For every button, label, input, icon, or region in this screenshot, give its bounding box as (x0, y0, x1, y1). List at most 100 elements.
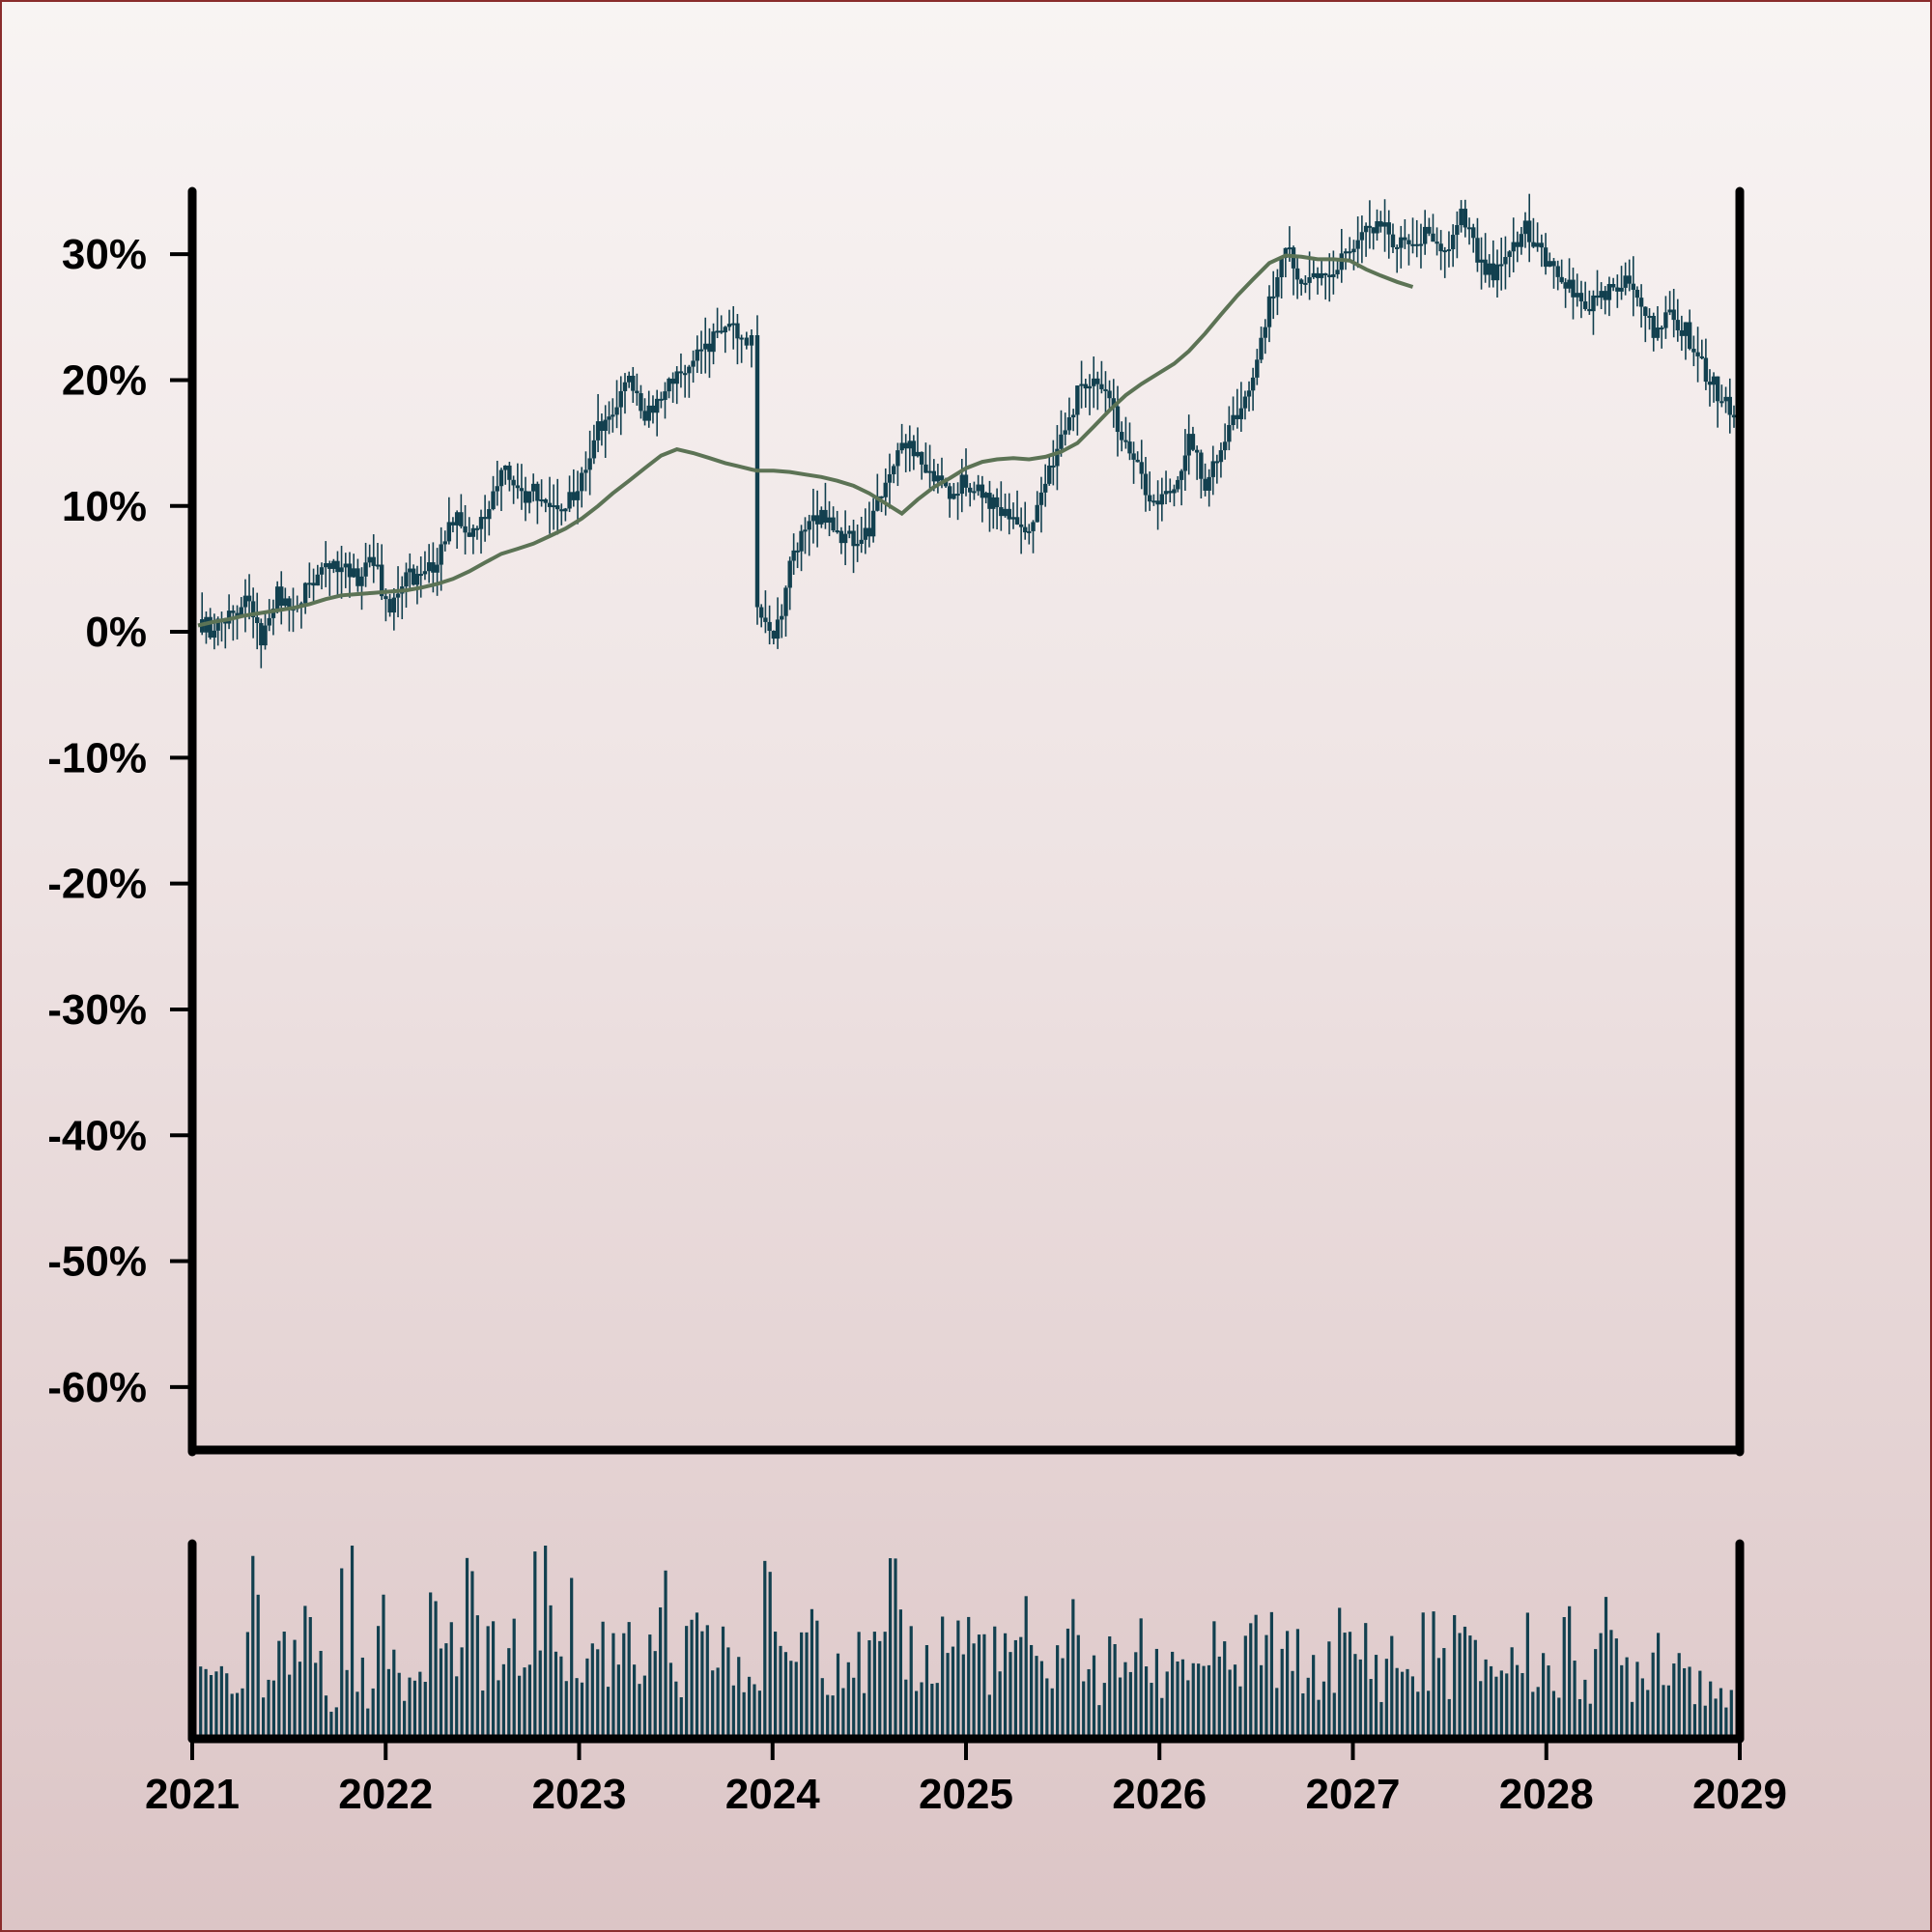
candle-body (1471, 227, 1476, 239)
candle-body (1027, 530, 1032, 533)
volume-bar (648, 1634, 652, 1735)
candle-body (439, 544, 443, 565)
candle-body (1655, 327, 1661, 338)
volume-bar (423, 1682, 427, 1735)
candle-body (719, 330, 724, 333)
volume-bar (1039, 1661, 1044, 1735)
volume-bar (1118, 1677, 1122, 1735)
candle-body (507, 465, 512, 480)
candle-body (1691, 349, 1696, 353)
volume-bar (747, 1676, 752, 1735)
candle-body (999, 507, 1004, 517)
volume-bar (894, 1558, 897, 1735)
volume-bar (1400, 1671, 1405, 1735)
volume-bar (1128, 1671, 1132, 1735)
candle-body (1663, 312, 1668, 328)
volume-bar (622, 1633, 626, 1735)
candle-body (983, 493, 988, 498)
candle-body (1615, 287, 1620, 292)
volume-bar (888, 1558, 893, 1735)
volume-bar (1165, 1671, 1169, 1735)
volume-bar (230, 1693, 234, 1735)
volume-bar (1150, 1683, 1153, 1735)
volume-bar (439, 1648, 443, 1735)
candle-body (771, 631, 777, 639)
x-tick-label: 2022 (338, 1771, 433, 1818)
volume-bar (1171, 1651, 1175, 1735)
candle-body (1475, 238, 1480, 263)
volume-bar (1547, 1665, 1550, 1735)
candle-body (255, 617, 260, 623)
candle-body (838, 530, 844, 544)
candle-body (1246, 390, 1252, 397)
candle-body (1679, 329, 1685, 336)
candle-body (1250, 377, 1256, 391)
candle-body (663, 391, 668, 401)
candle-body (1070, 414, 1076, 418)
candle-body (1578, 293, 1584, 302)
candle-body (650, 405, 656, 413)
volume-bar (507, 1648, 511, 1735)
volume-bar (501, 1663, 505, 1735)
volume-bar (1364, 1623, 1368, 1735)
volume-bar (288, 1674, 292, 1735)
volume-bar (737, 1657, 741, 1735)
volume-bar (580, 1682, 584, 1735)
candle-body (1634, 289, 1640, 298)
volume-bar (1082, 1681, 1086, 1735)
volume-bar (800, 1632, 804, 1735)
candle-body (1038, 492, 1044, 505)
candle-body (1731, 414, 1737, 418)
candle-body (1103, 388, 1108, 391)
candle-body (947, 486, 952, 499)
candle-body (226, 611, 232, 624)
candle-body (279, 586, 284, 607)
candle-body (783, 587, 788, 616)
candle-body (1023, 526, 1028, 533)
candle-body (1494, 264, 1500, 281)
volume-bar (987, 1694, 991, 1735)
candle-body (379, 564, 384, 597)
candle-body (1647, 316, 1652, 319)
volume-bar (935, 1683, 939, 1735)
candle-body (1675, 320, 1680, 330)
axes (187, 186, 1745, 1744)
volume-bar (930, 1683, 934, 1735)
candle-body (559, 509, 564, 512)
candle-body (1003, 508, 1008, 517)
candle-body (1115, 406, 1121, 433)
volume-bar (1568, 1605, 1572, 1735)
candle-body (1455, 225, 1460, 236)
y-tick-label: -30% (47, 986, 147, 1034)
candle-body (1287, 247, 1293, 250)
candle-body (1047, 465, 1052, 484)
candle-body (335, 560, 340, 573)
volume-bar (1562, 1617, 1566, 1735)
candle-body (963, 474, 969, 488)
volume-bar (1202, 1665, 1206, 1735)
volume-bar (1217, 1656, 1221, 1735)
volume-bar (700, 1631, 704, 1735)
candle-body (239, 607, 243, 617)
volume-bar (298, 1662, 302, 1735)
volume-bar (668, 1662, 673, 1735)
volume-bar (783, 1652, 788, 1735)
candle-body (1507, 251, 1512, 258)
volume-bar (904, 1679, 908, 1735)
volume-bar (1494, 1676, 1498, 1735)
volume-bar (1332, 1692, 1336, 1735)
candle-body (526, 491, 532, 503)
candle-body (1120, 432, 1124, 440)
volume-bar (961, 1654, 965, 1735)
volume-bar (642, 1675, 646, 1735)
volume-bar (1113, 1644, 1117, 1735)
x-tick-label: 2024 (725, 1771, 820, 1818)
volume-bar (1013, 1639, 1017, 1735)
volume-bar (1453, 1614, 1457, 1735)
candle-body (1107, 390, 1112, 399)
volume-bar (403, 1700, 407, 1735)
candle-body (842, 533, 848, 544)
candle-body (242, 595, 248, 608)
candle-body (1294, 268, 1300, 280)
